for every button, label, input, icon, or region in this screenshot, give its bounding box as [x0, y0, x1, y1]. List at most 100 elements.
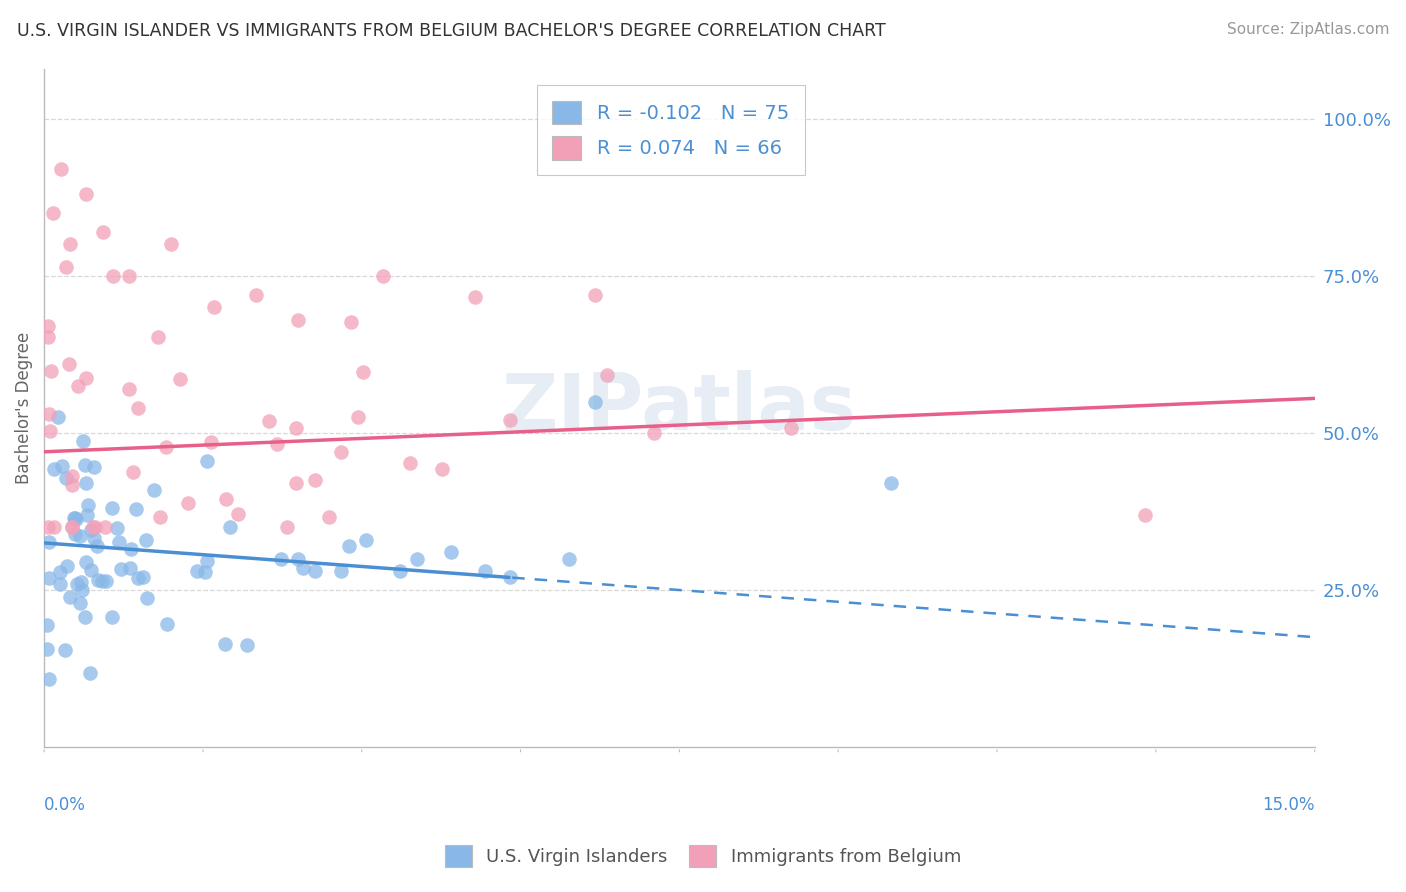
Point: [90, 574, 112, 588]
Point: [101, 501, 124, 516]
Point: [880, 476, 903, 491]
Point: [122, 465, 145, 479]
Point: [79, 666, 101, 681]
Point: [70, 583, 93, 598]
Point: [226, 508, 249, 522]
Point: [499, 570, 522, 584]
Point: [214, 637, 236, 651]
Point: [399, 456, 422, 470]
Point: [38, 535, 60, 549]
Point: [38, 672, 60, 686]
Point: [195, 454, 218, 468]
Point: [155, 440, 177, 454]
Point: [96, 574, 118, 589]
Point: [780, 420, 803, 434]
Point: [56, 559, 79, 574]
Point: [388, 564, 411, 578]
Point: [60, 520, 83, 534]
Point: [55, 260, 77, 275]
Point: [287, 551, 309, 566]
Point: [156, 617, 179, 632]
Text: ZIPatlas: ZIPatlas: [502, 370, 856, 446]
Point: [62, 511, 84, 525]
Point: [51, 458, 73, 473]
Point: [339, 315, 361, 329]
Point: [35, 642, 58, 657]
Point: [127, 401, 149, 415]
Point: [105, 521, 128, 535]
Point: [59, 591, 82, 605]
Legend: U.S. Virgin Islanders, Immigrants from Belgium: U.S. Virgin Islanders, Immigrants from B…: [436, 836, 970, 876]
Point: [236, 638, 259, 652]
Point: [87, 573, 110, 587]
Point: [132, 570, 155, 584]
Point: [65, 511, 87, 525]
Point: [55, 471, 77, 485]
Point: [77, 498, 100, 512]
Point: [440, 545, 463, 559]
Point: [94, 520, 117, 534]
Point: [75, 555, 97, 569]
Point: [186, 564, 208, 578]
Point: [75, 371, 97, 385]
Point: [118, 268, 141, 283]
Point: [83, 460, 105, 475]
Point: [76, 508, 98, 522]
Point: [160, 237, 183, 252]
Point: [73, 458, 96, 472]
Point: [266, 437, 288, 451]
Point: [284, 420, 307, 434]
Point: [66, 379, 89, 393]
Point: [270, 551, 292, 566]
Point: [53, 643, 76, 657]
Point: [101, 610, 124, 624]
Point: [194, 565, 217, 579]
Point: [329, 564, 352, 578]
Text: U.S. VIRGIN ISLANDER VS IMMIGRANTS FROM BELGIUM BACHELOR'S DEGREE CORRELATION CH: U.S. VIRGIN ISLANDER VS IMMIGRANTS FROM …: [17, 22, 886, 40]
Point: [257, 414, 280, 428]
Point: [195, 554, 218, 568]
Point: [80, 523, 103, 537]
Point: [37, 520, 59, 534]
Point: [60, 468, 83, 483]
Point: [304, 564, 326, 578]
Point: [146, 329, 169, 343]
Point: [46, 410, 69, 425]
Text: Source: ZipAtlas.com: Source: ZipAtlas.com: [1226, 22, 1389, 37]
Point: [69, 596, 91, 610]
Point: [41, 206, 63, 220]
Point: [63, 527, 86, 541]
Point: [86, 539, 108, 553]
Point: [558, 551, 581, 566]
Point: [143, 483, 166, 498]
Point: [245, 287, 267, 301]
Point: [135, 591, 157, 605]
Point: [35, 617, 58, 632]
Point: [80, 563, 103, 577]
Point: [352, 365, 374, 379]
Point: [596, 368, 619, 382]
Point: [202, 300, 225, 314]
Point: [135, 533, 157, 547]
Point: [83, 531, 105, 545]
Point: [73, 610, 96, 624]
Point: [108, 535, 131, 549]
Point: [38, 407, 60, 421]
Point: [215, 491, 238, 506]
Point: [371, 268, 394, 283]
Point: [125, 502, 148, 516]
Point: [287, 313, 309, 327]
Point: [405, 551, 427, 566]
Point: [48, 565, 70, 579]
Text: 15.0%: 15.0%: [1263, 796, 1315, 814]
Point: [44, 520, 66, 534]
Point: [82, 520, 104, 534]
Point: [474, 564, 496, 578]
Point: [583, 394, 606, 409]
Point: [304, 473, 326, 487]
Point: [58, 357, 80, 371]
Point: [60, 520, 83, 534]
Point: [1135, 508, 1157, 522]
Point: [120, 561, 142, 575]
Point: [219, 520, 242, 534]
